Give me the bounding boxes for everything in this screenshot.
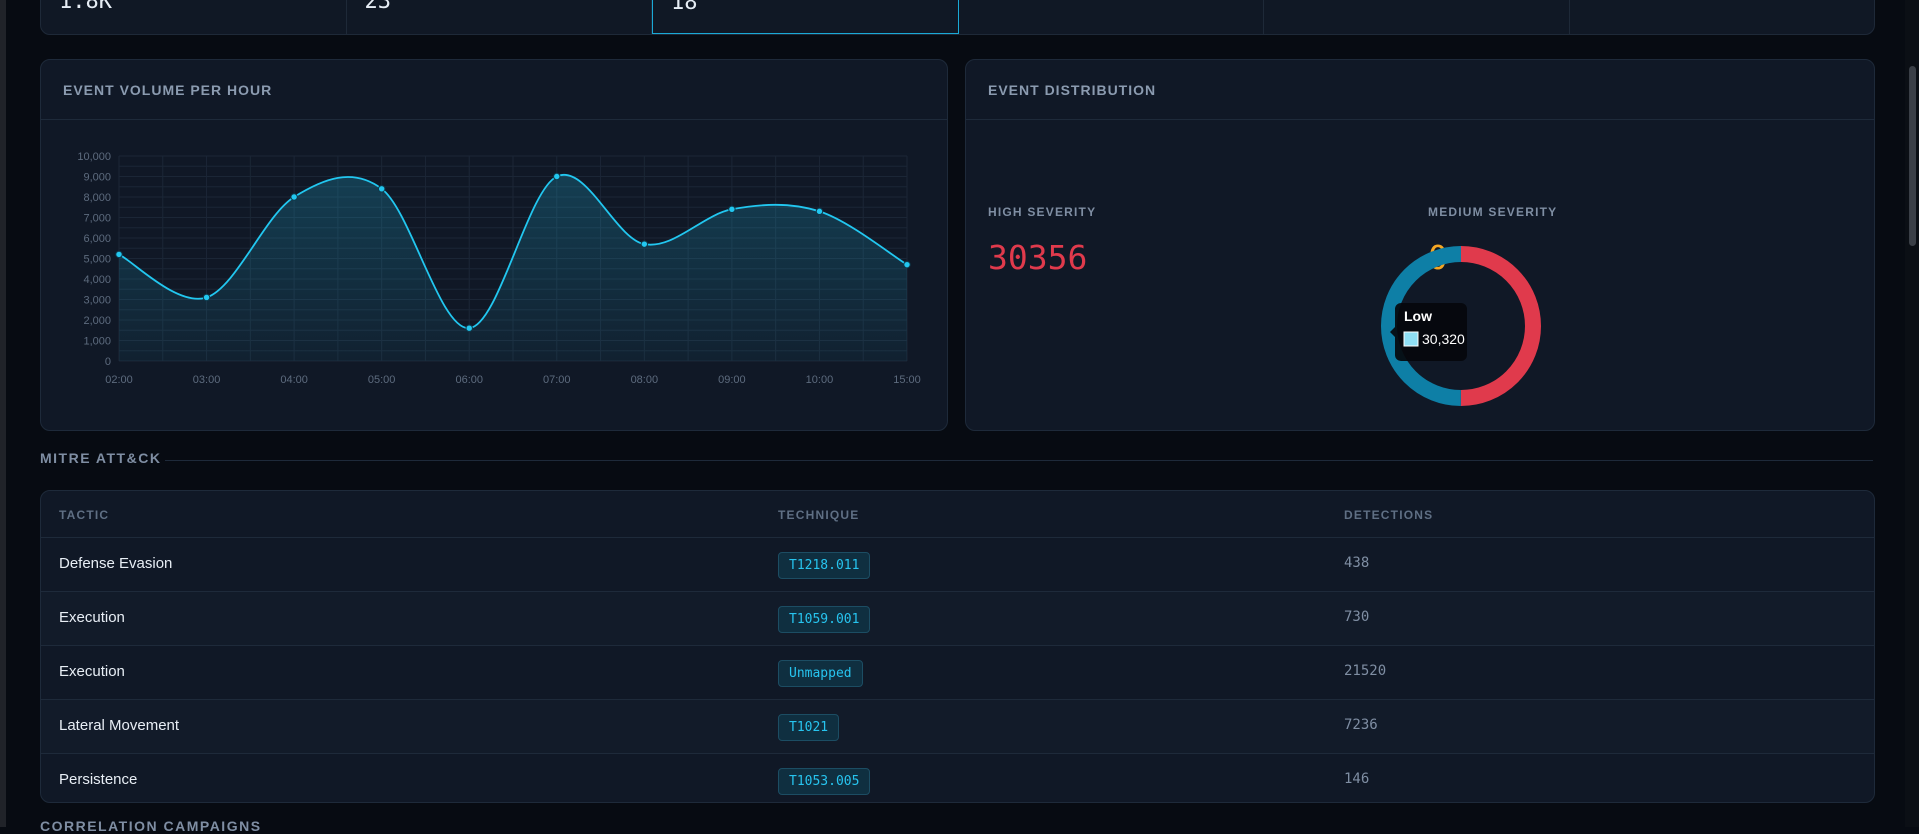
stat-card[interactable]: 23	[347, 0, 652, 34]
x-tick-label: 09:00	[718, 374, 746, 386]
stat-row: 1.8K 23 18	[40, 0, 1875, 35]
header-tactic[interactable]: TACTIC	[59, 508, 110, 522]
x-tick-label: 15:00	[893, 374, 921, 386]
y-tick-label: 0	[105, 356, 111, 368]
technique-badge[interactable]: T1218.011	[778, 552, 871, 579]
y-tick-label: 8,000	[83, 192, 111, 204]
table-row[interactable]: Execution T1059.001 730	[41, 592, 1874, 646]
tactic-cell: Execution	[59, 663, 125, 680]
donut-slice-high	[1460, 246, 1541, 406]
y-tick-label: 4,000	[83, 274, 111, 286]
tactic-cell: Lateral Movement	[59, 717, 180, 734]
table-header: TACTIC TECHNIQUE DETECTIONS	[41, 491, 1874, 538]
tooltip-swatch	[1403, 331, 1419, 347]
event-volume-panel: EVENT VOLUME PER HOUR 0 1,000 2,000 3,000 4,…	[40, 59, 948, 431]
y-tick-label: 10,000	[77, 151, 111, 163]
stat-card-active[interactable]: 18	[652, 0, 959, 34]
scrollbar-thumb[interactable]	[1909, 66, 1916, 246]
table-body: Defense Evasion T1218.011 438 Execution …	[41, 538, 1874, 802]
data-point	[553, 172, 561, 181]
high-severity-value: 30356	[988, 238, 1088, 277]
technique-badge[interactable]: T1059.001	[778, 606, 871, 633]
x-tick-label: 10:00	[806, 374, 834, 386]
stat-value: 23	[364, 0, 392, 14]
y-tick-label: 2,000	[83, 315, 111, 327]
x-tick-label: 02:00	[105, 374, 133, 386]
section-divider	[165, 460, 1873, 461]
technique-badge[interactable]: Unmapped	[778, 660, 863, 687]
panel-title: EVENT DISTRIBUTION	[966, 60, 1874, 120]
data-point	[115, 250, 123, 259]
x-tick-label: 05:00	[368, 374, 396, 386]
detections-cell: 438	[1344, 555, 1370, 571]
medium-severity-label: MEDIUM SEVERITY	[1428, 205, 1558, 219]
detections-cell: 730	[1344, 609, 1370, 625]
series-area	[119, 174, 907, 361]
data-point	[903, 260, 911, 269]
y-tick-label: 9,000	[83, 172, 111, 184]
y-tick-label: 5,000	[83, 254, 111, 266]
table-row[interactable]: Persistence T1053.005 146	[41, 754, 1874, 802]
x-tick-label: 08:00	[631, 374, 659, 386]
stat-card[interactable]	[1264, 0, 1570, 34]
header-detections[interactable]: DETECTIONS	[1344, 508, 1434, 522]
tooltip-value: 30,320	[1422, 331, 1465, 347]
correlation-section-title: CORRELATION CAMPAIGNS	[40, 818, 262, 834]
stat-card[interactable]	[1570, 0, 1875, 34]
data-point	[815, 207, 824, 216]
tactic-cell: Defense Evasion	[59, 555, 173, 572]
event-volume-chart[interactable]: 0 1,000 2,000 3,000 4,000 5,000 6,000 7,000 8,00…	[41, 120, 947, 430]
distribution-donut-chart[interactable]: Low 30,320	[966, 60, 1874, 430]
mitre-table: TACTIC TECHNIQUE DETECTIONS Defense Evas…	[40, 490, 1875, 803]
stat-card[interactable]	[959, 0, 1264, 34]
table-row[interactable]: Defense Evasion T1218.011 438	[41, 538, 1874, 592]
y-tick-label: 6,000	[83, 233, 111, 245]
donut-tooltip: Low 30,320	[1390, 303, 1467, 361]
data-point	[290, 193, 298, 201]
header-technique[interactable]: TECHNIQUE	[778, 508, 860, 522]
detections-cell: 7236	[1344, 717, 1378, 733]
stat-value: 18	[671, 0, 698, 15]
x-tick-label: 07:00	[543, 374, 571, 386]
data-point	[465, 324, 473, 332]
series-line	[118, 173, 908, 330]
tooltip-title: Low	[1404, 308, 1432, 324]
data-point	[728, 205, 736, 214]
panel-title: EVENT VOLUME PER HOUR	[41, 60, 947, 120]
technique-badge[interactable]: T1021	[778, 714, 840, 741]
detections-cell: 146	[1344, 771, 1370, 787]
mitre-section-title: MITRE ATT&CK	[40, 450, 162, 466]
stat-value: 1.8K	[59, 0, 112, 14]
y-tick-label: 1,000	[83, 336, 111, 348]
y-tick-label: 7,000	[83, 213, 111, 225]
y-tick-label: 3,000	[83, 295, 111, 307]
detections-cell: 21520	[1344, 663, 1387, 679]
tactic-cell: Persistence	[59, 771, 138, 788]
table-row[interactable]: Lateral Movement T1021 7236	[41, 700, 1874, 754]
technique-badge[interactable]: T1053.005	[778, 768, 871, 795]
tactic-cell: Execution	[59, 609, 125, 626]
data-point	[202, 293, 211, 302]
table-row[interactable]: Execution Unmapped 21520	[41, 646, 1874, 700]
data-point	[377, 185, 386, 193]
event-distribution-panel: EVENT DISTRIBUTION HIGH SEVERITY 30356 M…	[965, 59, 1875, 431]
page-scrollbar[interactable]	[1905, 0, 1919, 827]
window-edge	[0, 0, 6, 827]
high-severity-label: HIGH SEVERITY	[988, 205, 1097, 219]
x-tick-label: 06:00	[455, 374, 483, 386]
donut-slice-low	[1380, 246, 1462, 406]
stat-card[interactable]: 1.8K	[41, 0, 347, 34]
data-point	[640, 240, 649, 248]
x-tick-label: 03:00	[193, 374, 221, 386]
x-tick-label: 04:00	[280, 374, 308, 386]
